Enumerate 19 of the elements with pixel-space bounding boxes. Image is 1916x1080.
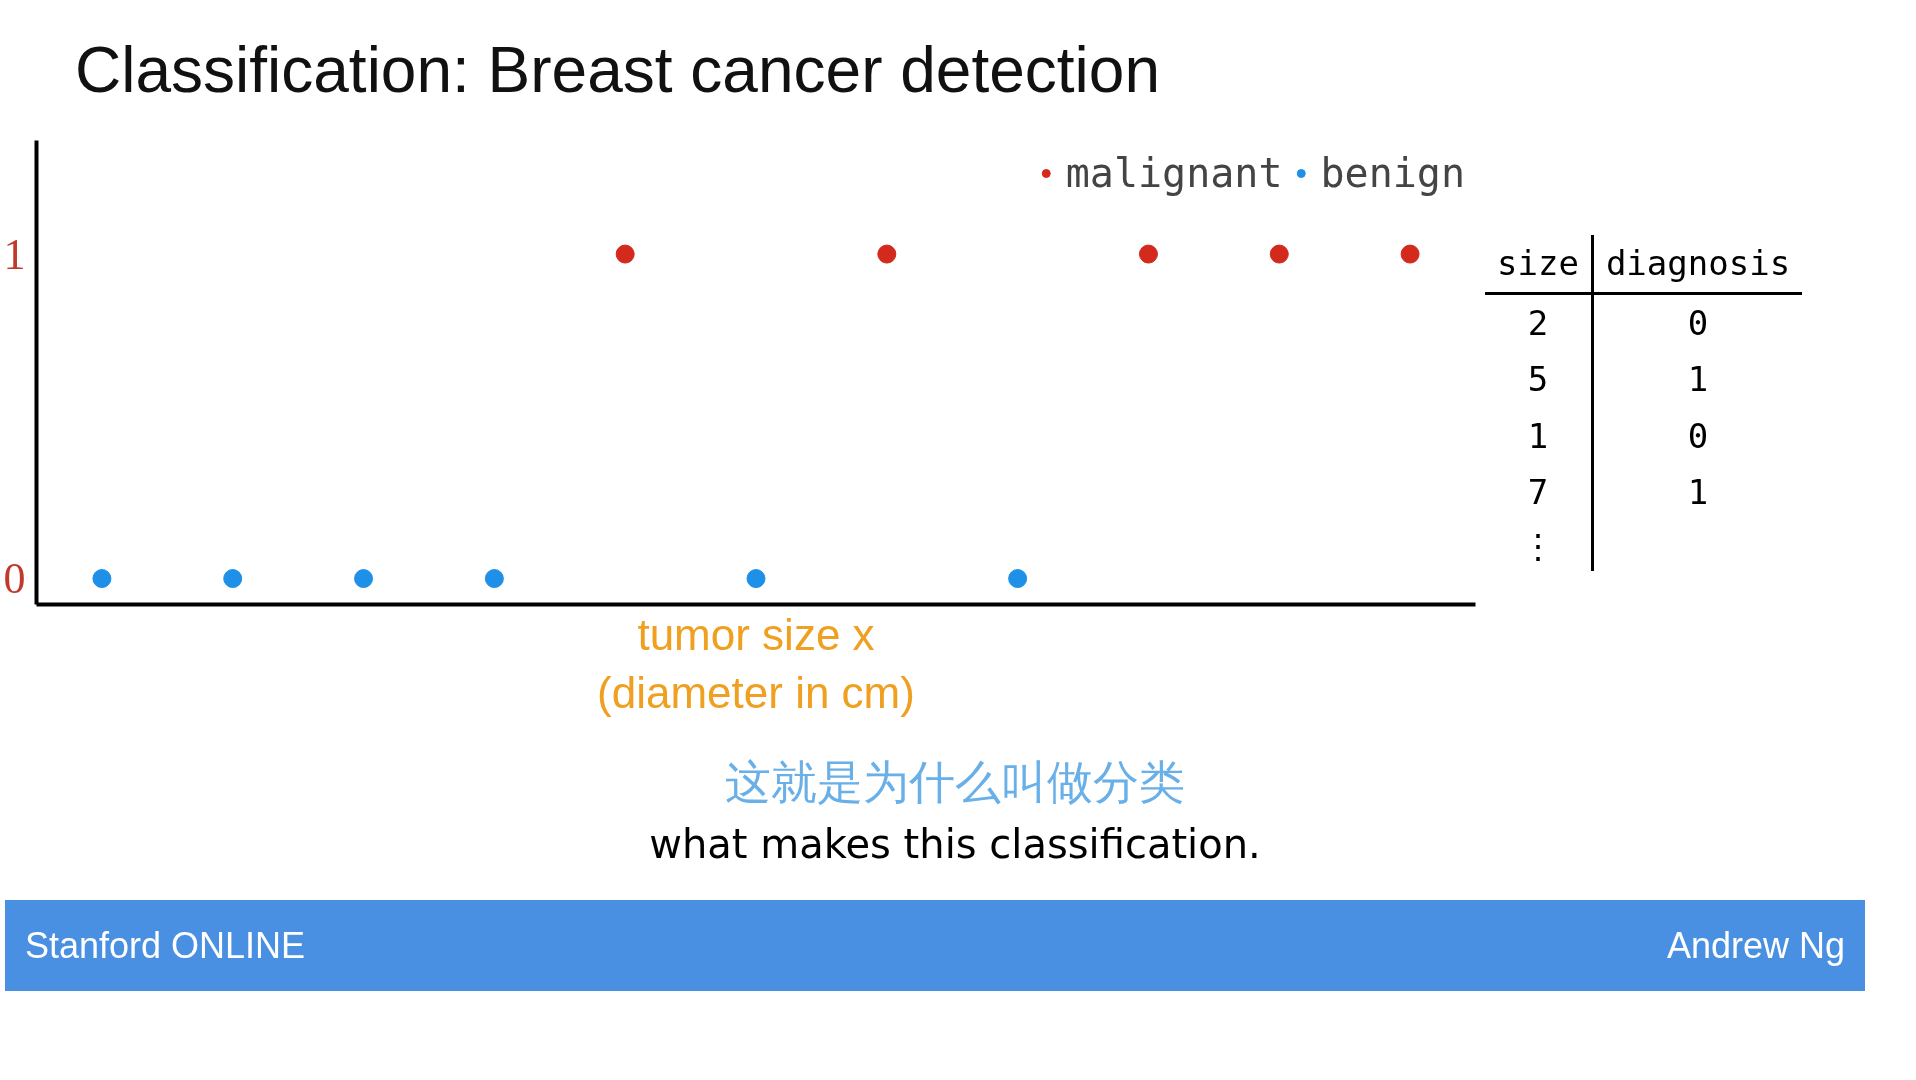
text: 7	[1526, 471, 1550, 515]
text: 1	[1526, 414, 1550, 458]
legend-label: malignant	[1065, 150, 1283, 196]
text: Andrew Ng	[1666, 924, 1845, 968]
text: 0	[1592, 407, 1803, 465]
chart-title: Classification: Breast cancer detection	[74, 33, 1161, 108]
text: diagnosis	[1592, 235, 1803, 294]
text: 1	[1592, 464, 1803, 521]
text: what makes this classification.	[648, 819, 1262, 869]
text: 0	[1592, 293, 1803, 352]
x-axis-title: tumor size x (diameter in cm)	[597, 609, 915, 718]
text: size	[1485, 235, 1593, 294]
text: 1	[1592, 351, 1803, 408]
text: 5	[1526, 358, 1550, 402]
text: 这就是为什么叫做分类	[724, 754, 1186, 811]
text: Stanford ONLINE	[25, 924, 306, 968]
text: ⋮	[1519, 524, 1556, 568]
legend-label: benign	[1320, 150, 1465, 196]
text: 2	[1526, 301, 1550, 345]
